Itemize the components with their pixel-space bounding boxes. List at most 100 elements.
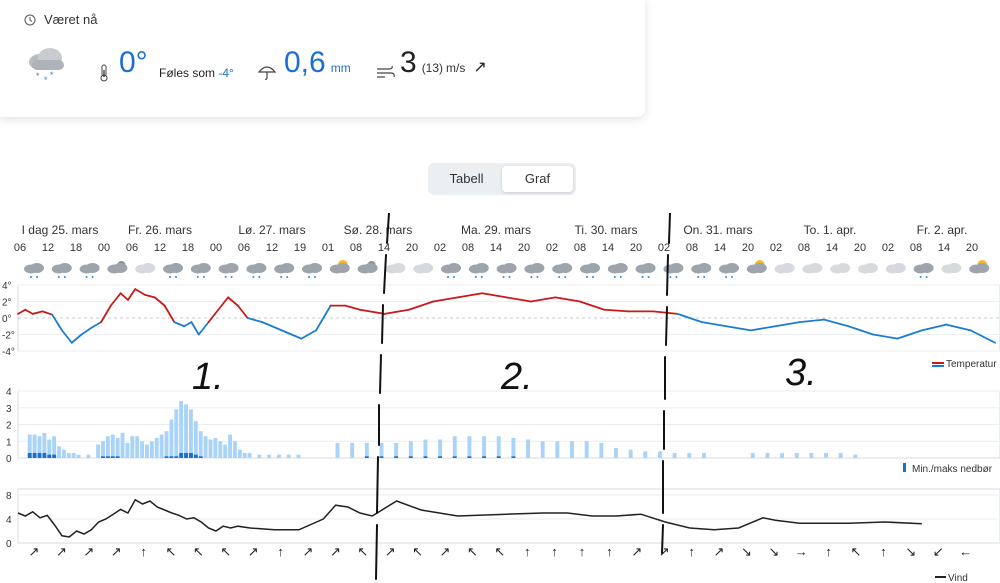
precipitation-bar: [174, 409, 179, 458]
precipitation-bar: [42, 432, 47, 458]
snow-dot: [85, 276, 88, 278]
snow-dot: [308, 276, 310, 278]
cloud-shape: [669, 263, 684, 273]
snow-dot: [36, 276, 38, 278]
temperature-segment: [261, 321, 283, 332]
temperature-segment: [217, 296, 229, 311]
snow-dot: [703, 276, 706, 278]
precipitation-legend: Min./maks nedbør: [912, 464, 993, 475]
hour-label: 12: [42, 242, 54, 254]
hour-label: 08: [574, 242, 586, 254]
snow-dot: [925, 276, 928, 278]
cloud-snow-icon: [691, 263, 712, 278]
wind-line: [17, 498, 922, 538]
precipitation-bar: [765, 452, 770, 458]
wind-arrow-icon: ↑: [140, 544, 147, 559]
night-cloud-icon: [107, 261, 128, 274]
hour-label: 00: [210, 242, 222, 254]
precipitation-min-bar: [467, 456, 472, 458]
day-label: Lø. 27. mars: [238, 223, 305, 237]
day-label: Fr. 2. apr.: [917, 223, 968, 237]
snow-dot: [592, 276, 594, 278]
precipitation-bar: [169, 419, 174, 458]
wind-arrow-icon: ↑: [551, 544, 558, 559]
precipitation-tick: 4: [6, 387, 12, 398]
cloud-icon: [802, 263, 823, 274]
snow-dot: [175, 276, 177, 278]
cloud-icon: [774, 263, 795, 274]
precipitation-bar: [213, 437, 218, 458]
cloud-shape: [113, 263, 128, 273]
cloud-snow-icon: [190, 263, 211, 278]
snow-dot: [169, 276, 171, 278]
tab-table[interactable]: Tabell: [449, 171, 484, 186]
hour-label: 20: [854, 242, 866, 254]
precipitation-bar: [628, 449, 633, 458]
precipitation-min-bar: [511, 456, 516, 458]
hour-label: 02: [658, 242, 670, 254]
cloud-icon: [941, 263, 962, 274]
hour-label: 08: [462, 242, 474, 254]
temperature-segment: [227, 296, 239, 307]
snow-dot: [502, 276, 505, 278]
wind-arrow-icon: ↗: [385, 544, 396, 559]
cloud-snow-icon: [274, 263, 295, 278]
cloud-snow-icon: [496, 263, 517, 278]
cloud-snow-icon: [663, 263, 684, 278]
wind-arrow-icon: ↘: [905, 544, 916, 559]
cloud-shape: [474, 263, 489, 273]
snow-dot: [202, 276, 205, 278]
hour-label: 06: [14, 242, 26, 254]
annotation-number: 3.: [785, 352, 817, 394]
feels-like: Føles som -4°: [159, 66, 234, 80]
cloud-shape: [85, 263, 100, 273]
precipitation-bar: [198, 431, 203, 458]
snow-dot: [697, 276, 700, 278]
cloud-snow-icon: [607, 263, 628, 278]
snow-dot: [564, 276, 567, 278]
temperature-segment: [505, 296, 532, 303]
precipitation-bar: [335, 442, 340, 458]
tab-graph[interactable]: Graf: [502, 166, 573, 192]
cloud-shape: [308, 263, 322, 273]
precipitation-min-bar: [188, 452, 193, 458]
precipitation-bar: [526, 439, 530, 458]
cloud-icon: [413, 263, 434, 274]
day-label: I dag 25. mars: [22, 223, 99, 237]
snow-dot: [919, 276, 922, 278]
hour-label: 18: [70, 242, 82, 254]
wind-legend: Vind: [948, 573, 968, 583]
precipitation-now: 0,6 mm: [284, 46, 351, 80]
snow-dot: [230, 276, 233, 278]
snow-cloud-icon: * * *: [29, 48, 64, 85]
temperature-segment: [207, 308, 220, 324]
temperature-segment: [190, 321, 200, 336]
wind-arrow-icon: ↖: [220, 544, 231, 559]
cloud-shape: [502, 263, 517, 273]
precipitation-bar: [228, 434, 232, 458]
cloud-shape: [169, 263, 183, 273]
precipitation-bar: [203, 436, 208, 458]
temperature-segment: [24, 308, 34, 315]
sun-cloud-icon: [969, 260, 990, 274]
wind-arrow-icon: ↖: [494, 544, 505, 559]
snow-dot: [280, 276, 283, 278]
temperature-segment: [153, 296, 166, 307]
precipitation-min-bar: [115, 456, 120, 458]
precipitation-min-bar: [379, 456, 384, 458]
hour-label: 20: [966, 242, 978, 254]
temperature-segment: [80, 327, 93, 336]
hour-label: 14: [490, 242, 502, 254]
snow-dot: [725, 276, 727, 278]
annotation-number: 2.: [500, 356, 533, 398]
precipitation-unit: mm: [330, 61, 351, 75]
temperature-segment: [676, 312, 703, 324]
precipitation-bar: [570, 441, 574, 458]
precipitation-bar: [242, 452, 247, 458]
precipitation-min-bar: [164, 456, 169, 458]
hour-label: 06: [238, 242, 250, 254]
temperature-segment: [920, 323, 948, 332]
temperature-segment: [246, 317, 264, 324]
temperature-tick: 2°: [2, 298, 12, 309]
snow-dot: [453, 276, 455, 278]
